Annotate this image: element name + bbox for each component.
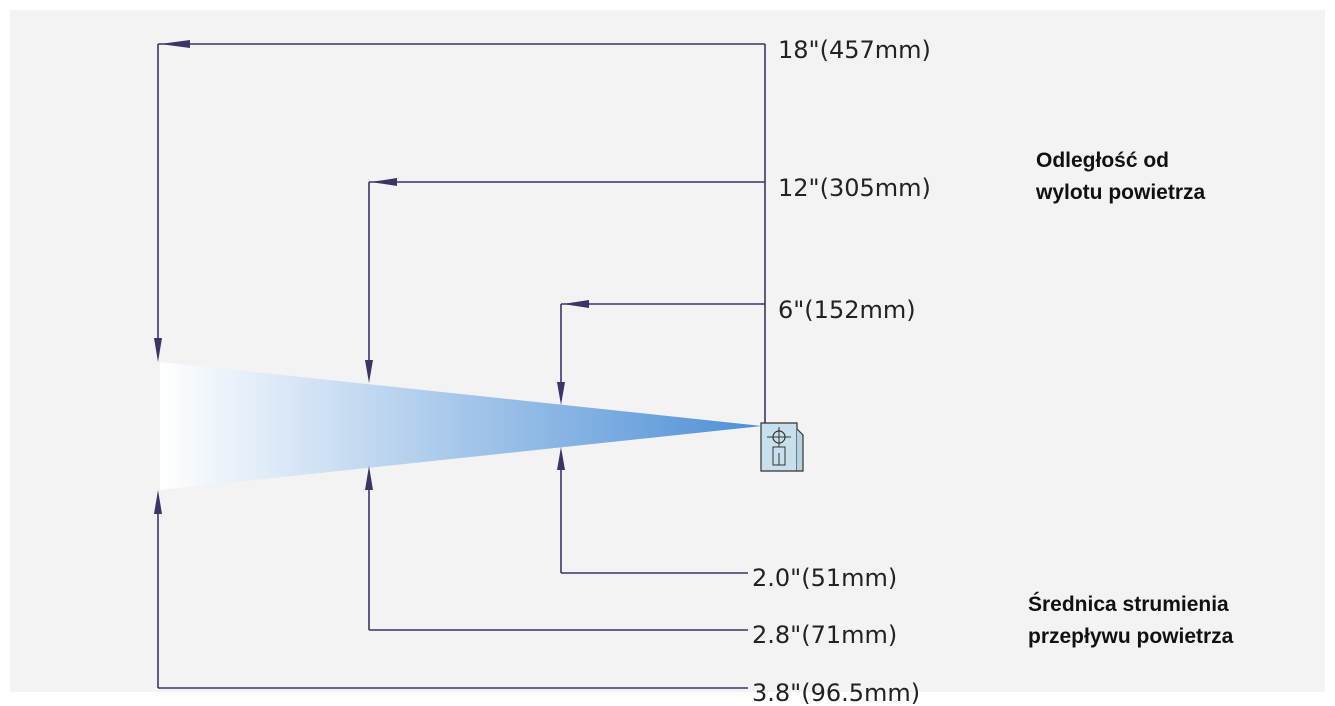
distance-heading: Odległość od wylotu powietrza	[1036, 145, 1205, 209]
distance-dimension-12in	[368, 181, 765, 375]
distance-label-12in: 12"(305mm)	[778, 174, 931, 202]
air-nozzle-icon	[760, 422, 804, 472]
diameter-heading-line1: Średnica strumienia	[1028, 593, 1229, 616]
arrow-up-2in	[557, 447, 565, 470]
diagram-canvas	[10, 10, 1325, 692]
airflow-cone	[160, 362, 762, 490]
diameter-dimension-2in	[560, 455, 748, 574]
arrow-down-6in	[557, 382, 565, 405]
diameter-heading-line2: przepływu powietrza	[1028, 625, 1234, 648]
diameter-heading: Średnica strumienia przepływu powietrza	[1028, 589, 1233, 653]
diameter-dimension-3-8in	[157, 497, 748, 689]
distance-dimension-6in	[560, 303, 765, 400]
arrow-left-12in	[371, 178, 397, 186]
arrow-down-12in	[365, 360, 373, 383]
arrow-up-2-8in	[365, 466, 373, 490]
distance-label-18in: 18"(457mm)	[778, 36, 931, 64]
arrow-left-18in	[160, 40, 190, 48]
diameter-label-2-8in: 2.8"(71mm)	[752, 621, 897, 649]
arrow-left-6in	[563, 300, 589, 308]
diameter-label-3-8in: 3.8"(96.5mm)	[752, 679, 920, 706]
diameter-dimension-2-8in	[368, 474, 748, 631]
distance-heading-line1: Odległość od	[1036, 149, 1170, 172]
distance-label-6in: 6"(152mm)	[778, 296, 916, 324]
distance-heading-line2: wylotu powietrza	[1036, 181, 1206, 204]
arrow-down-18in	[154, 338, 162, 362]
diameter-label-2in: 2.0"(51mm)	[752, 564, 897, 592]
arrow-up-3-8in	[154, 490, 162, 514]
distance-dimension-18in	[157, 43, 765, 355]
